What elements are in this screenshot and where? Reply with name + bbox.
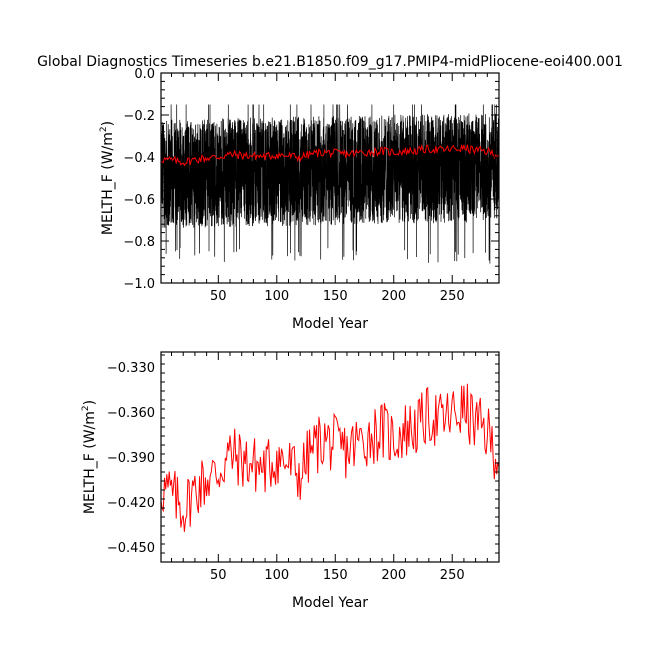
bottom-x-tick-label: 100 <box>264 568 289 583</box>
bottom-frame <box>160 351 500 563</box>
monthly-line <box>160 72 500 264</box>
bottom-axes: 50 100 150 200 250 −0.330 −0.360 −0.390 −0.420 −0… <box>107 351 500 583</box>
top-x-tick-label: 100 <box>264 289 289 304</box>
top-y-tick-label: −0.8 <box>123 235 155 250</box>
bottom-x-tick-label: 200 <box>381 568 406 583</box>
top-y-tick-label: −0.2 <box>123 109 155 124</box>
bottom-y-tick-label: −0.450 <box>107 541 155 556</box>
figure-title: Global Diagnostics Timeseries b.e21.B185… <box>37 54 623 70</box>
top-y-tick-label: −0.4 <box>123 151 155 166</box>
annual-line-top <box>160 144 500 167</box>
bottom-y-tick-label: −0.360 <box>107 406 155 421</box>
bottom-x-tick-label: 250 <box>440 568 465 583</box>
bottom-y-tick-label: −0.330 <box>107 361 155 376</box>
bottom-y-label: MELTH_F (W/m2) <box>81 400 98 514</box>
top-axes: 50 100 150 200 250 0.0 −0.2 −0.4 −0.6 −0.8 −1.0 <box>123 67 500 304</box>
top-x-tick-label: 200 <box>381 289 406 304</box>
bottom-x-tick-label: 50 <box>210 568 227 583</box>
annual-line-bottom <box>160 383 500 532</box>
top-y-label: MELTH_F (W/m2) <box>99 121 116 235</box>
top-panel: 50 100 150 200 250 0.0 −0.2 −0.4 −0.6 −0.8 −1.0 Mo… <box>99 67 500 332</box>
bottom-x-label: Model Year <box>292 595 368 611</box>
bottom-y-tick-label: −0.390 <box>107 451 155 466</box>
annual-series-red <box>160 144 500 167</box>
top-x-tick-label: 250 <box>440 289 465 304</box>
bottom-panel: 50 100 150 200 250 −0.330 −0.360 −0.390 −0.420 −0… <box>81 351 500 611</box>
monthly-series-black <box>160 72 500 264</box>
bottom-y-tick-label: −0.420 <box>107 496 155 511</box>
top-y-tick-label: −1.0 <box>123 277 155 292</box>
top-x-label: Model Year <box>292 316 368 332</box>
top-y-tick-label: 0.0 <box>134 67 155 82</box>
top-frame <box>160 72 500 284</box>
top-y-tick-label: −0.6 <box>123 193 155 208</box>
annual-series-red <box>160 383 500 532</box>
top-x-tick-label: 50 <box>210 289 227 304</box>
top-x-tick-label: 150 <box>323 289 348 304</box>
bottom-x-tick-label: 150 <box>323 568 348 583</box>
